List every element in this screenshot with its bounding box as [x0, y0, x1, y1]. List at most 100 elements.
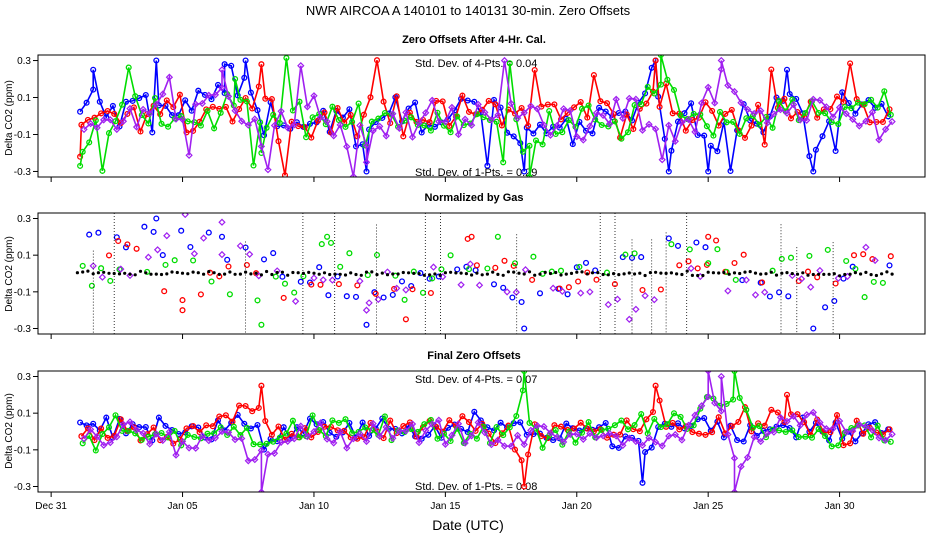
data-point-purple	[323, 117, 331, 126]
data-point-purple	[770, 110, 778, 118]
data-point-purple	[751, 291, 760, 299]
data-point-purple	[632, 305, 640, 313]
data-point-purple	[737, 462, 745, 471]
data-point-purple	[704, 83, 712, 91]
data-point-black	[443, 271, 447, 275]
data-point-purple	[573, 132, 581, 141]
data-point-red	[409, 286, 416, 293]
data-point-red	[400, 422, 407, 430]
data-point-blue	[241, 420, 248, 427]
data-point-purple	[343, 444, 351, 452]
data-point-purple	[264, 450, 272, 458]
data-point-black	[354, 272, 358, 277]
data-point-green	[373, 251, 381, 259]
data-point-purple	[789, 100, 798, 109]
data-point-green	[303, 134, 310, 141]
data-point-purple	[619, 441, 627, 450]
data-point-red	[577, 98, 584, 106]
data-point-blue	[521, 168, 528, 175]
data-point-red	[196, 429, 203, 436]
data-point-red	[197, 291, 204, 298]
data-point-green	[710, 132, 717, 139]
data-point-green	[257, 441, 264, 448]
data-point-green	[530, 253, 537, 260]
data-point-green	[381, 109, 388, 117]
data-point-blue	[122, 98, 130, 105]
data-point-black	[648, 271, 653, 275]
data-point-green	[835, 121, 842, 128]
data-point-green	[79, 148, 86, 155]
data-point-green	[250, 162, 257, 169]
data-point-purple	[244, 457, 252, 465]
data-point-purple	[454, 130, 463, 139]
data-point-blue	[129, 97, 136, 104]
data-point-purple	[875, 136, 883, 144]
data-point-green	[668, 241, 675, 248]
data-point-purple	[415, 119, 423, 127]
data-point-purple	[264, 166, 272, 174]
data-point-blue	[346, 106, 353, 113]
data-point-red	[649, 408, 657, 416]
data-point-green	[716, 108, 724, 115]
data-point-blue	[582, 259, 590, 266]
data-point-purple	[218, 66, 226, 74]
data-point-black	[464, 272, 468, 276]
data-point-green	[250, 441, 257, 448]
data-point-red	[209, 423, 216, 430]
data-point-green	[204, 430, 211, 437]
data-point-green	[107, 277, 114, 284]
data-point-purple	[330, 439, 338, 447]
data-point-black	[795, 272, 800, 276]
data-point-purple	[855, 122, 863, 130]
data-point-red	[774, 409, 781, 416]
data-point-green	[874, 422, 881, 429]
panel-title: Normalized by Gas	[424, 192, 523, 204]
data-point-purple	[559, 438, 568, 446]
data-point-green	[132, 93, 139, 100]
data-point-blue	[95, 229, 102, 236]
data-point-green	[605, 123, 612, 130]
data-point-green	[105, 130, 113, 137]
data-point-blue	[628, 254, 636, 261]
data-point-purple	[153, 246, 162, 254]
data-point-blue	[90, 86, 97, 93]
data-point-black	[832, 272, 836, 276]
data-point-purple	[881, 436, 890, 444]
data-point-blue	[822, 304, 829, 311]
data-point-black	[785, 271, 789, 275]
data-point-red	[741, 134, 749, 141]
data-point-purple	[132, 426, 141, 434]
data-point-purple	[126, 418, 134, 426]
data-point-green	[782, 428, 789, 436]
data-point-blue	[592, 267, 599, 274]
panel-normalized-by-gas: Normalized by Gas Delta CO2 (ppm) -0.3 -0…	[4, 192, 926, 339]
data-point-purple	[435, 117, 443, 126]
data-point-blue	[142, 423, 149, 431]
data-point-purple	[665, 121, 673, 129]
data-point-green	[112, 412, 119, 419]
data-point-purple	[507, 99, 515, 108]
data-point-green	[329, 103, 336, 110]
data-point-purple	[730, 488, 739, 492]
data-point-purple	[356, 430, 364, 438]
data-point-black	[701, 273, 705, 278]
data-point-green	[843, 257, 850, 265]
data-point-red	[571, 425, 578, 432]
data-point-green	[197, 122, 204, 129]
data-point-purple	[797, 275, 806, 283]
data-point-green	[165, 123, 172, 130]
data-point-black	[522, 272, 526, 276]
data-point-black	[123, 271, 127, 275]
data-point-blue	[77, 419, 84, 426]
data-point-red	[833, 93, 841, 100]
data-point-blue	[247, 425, 254, 432]
data-point-red	[84, 116, 91, 123]
data-point-purple	[684, 421, 693, 429]
data-point-green	[565, 117, 572, 124]
data-point-red	[715, 414, 722, 421]
data-point-purple	[761, 288, 769, 296]
data-point-red	[133, 245, 140, 252]
data-point-green	[848, 105, 855, 112]
data-point-red	[538, 103, 545, 110]
data-point-green	[677, 413, 684, 420]
